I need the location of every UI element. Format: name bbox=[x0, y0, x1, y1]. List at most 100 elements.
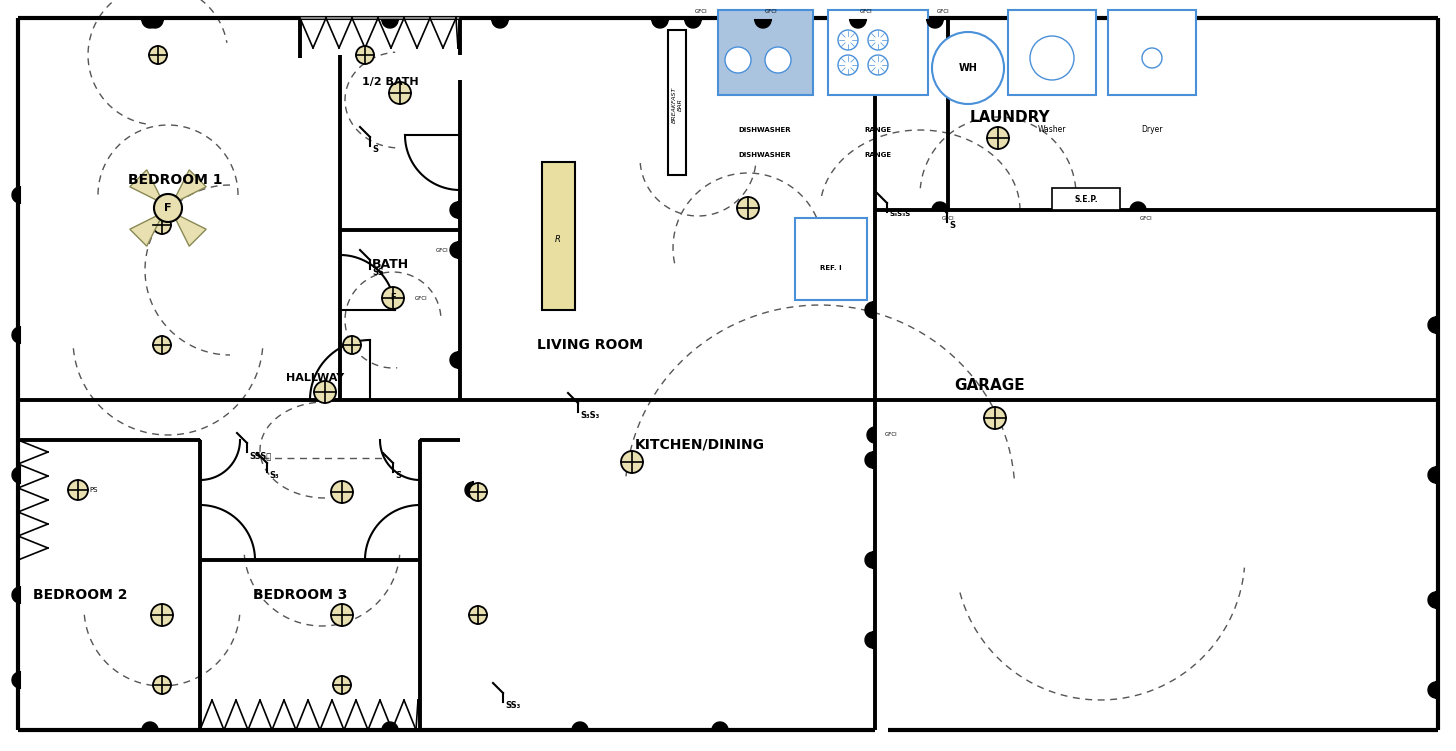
Circle shape bbox=[344, 336, 361, 354]
Circle shape bbox=[153, 336, 170, 354]
Polygon shape bbox=[712, 722, 728, 730]
Polygon shape bbox=[756, 20, 772, 28]
Text: BEDROOM 3: BEDROOM 3 bbox=[253, 588, 347, 602]
Text: HALLWAY: HALLWAY bbox=[285, 373, 344, 383]
Polygon shape bbox=[172, 170, 207, 204]
Circle shape bbox=[469, 483, 486, 501]
Circle shape bbox=[932, 32, 1005, 104]
Polygon shape bbox=[865, 452, 874, 468]
Text: GFCI: GFCI bbox=[435, 248, 448, 252]
Polygon shape bbox=[866, 427, 875, 443]
Circle shape bbox=[381, 287, 403, 309]
Text: S: S bbox=[395, 471, 400, 480]
Polygon shape bbox=[572, 722, 588, 730]
Circle shape bbox=[153, 216, 170, 234]
Polygon shape bbox=[684, 20, 700, 28]
Polygon shape bbox=[1428, 317, 1436, 333]
Text: WH: WH bbox=[958, 63, 977, 73]
Text: GFCI: GFCI bbox=[942, 216, 955, 221]
Polygon shape bbox=[147, 20, 163, 28]
Text: GFCI: GFCI bbox=[764, 9, 778, 14]
Polygon shape bbox=[492, 20, 508, 28]
Circle shape bbox=[333, 676, 351, 694]
Text: KITCHEN/DINING: KITCHEN/DINING bbox=[635, 438, 764, 452]
Text: S₃S₃: S₃S₃ bbox=[579, 411, 600, 420]
Polygon shape bbox=[865, 302, 874, 318]
Circle shape bbox=[622, 451, 644, 473]
Text: SSS₟: SSS₟ bbox=[249, 451, 271, 460]
Text: BATH: BATH bbox=[371, 258, 409, 272]
Polygon shape bbox=[450, 202, 459, 218]
Polygon shape bbox=[652, 20, 668, 28]
Text: S: S bbox=[949, 221, 955, 230]
Circle shape bbox=[839, 55, 858, 75]
Text: SS₃: SS₃ bbox=[505, 701, 520, 710]
Polygon shape bbox=[464, 482, 473, 498]
Text: BEDROOM 1: BEDROOM 1 bbox=[128, 173, 223, 187]
Polygon shape bbox=[932, 202, 948, 210]
Circle shape bbox=[151, 604, 173, 626]
Text: 1/2 BATH: 1/2 BATH bbox=[361, 77, 418, 87]
Polygon shape bbox=[850, 20, 866, 28]
Circle shape bbox=[68, 480, 87, 500]
Circle shape bbox=[1029, 36, 1075, 80]
Bar bbox=[1053, 188, 1120, 210]
Polygon shape bbox=[1130, 202, 1146, 210]
Polygon shape bbox=[865, 632, 874, 648]
Polygon shape bbox=[12, 587, 20, 603]
Bar bbox=[1008, 10, 1096, 95]
Text: S: S bbox=[371, 145, 379, 154]
Text: S₃: S₃ bbox=[269, 471, 278, 480]
Text: R: R bbox=[555, 236, 561, 245]
Text: GFCI: GFCI bbox=[860, 9, 872, 14]
Circle shape bbox=[868, 30, 888, 50]
Circle shape bbox=[987, 127, 1009, 149]
Text: F: F bbox=[165, 203, 172, 213]
Text: LAUNDRY: LAUNDRY bbox=[970, 110, 1050, 125]
Circle shape bbox=[1142, 48, 1162, 68]
Polygon shape bbox=[143, 20, 159, 28]
Polygon shape bbox=[865, 552, 874, 568]
Polygon shape bbox=[12, 327, 20, 343]
Polygon shape bbox=[381, 20, 397, 28]
Text: DISHWASHER: DISHWASHER bbox=[738, 152, 791, 158]
Circle shape bbox=[737, 197, 759, 219]
Bar bbox=[718, 10, 812, 95]
Polygon shape bbox=[130, 170, 163, 204]
Text: Dryer: Dryer bbox=[1142, 125, 1163, 134]
Bar bbox=[668, 30, 686, 175]
Circle shape bbox=[469, 606, 486, 624]
Text: PS: PS bbox=[89, 487, 98, 493]
Polygon shape bbox=[450, 242, 459, 258]
Polygon shape bbox=[381, 722, 397, 730]
Text: S₃S₃S: S₃S₃S bbox=[890, 211, 910, 217]
Circle shape bbox=[149, 46, 167, 64]
Text: SS: SS bbox=[371, 268, 383, 277]
Bar bbox=[1108, 10, 1195, 95]
Circle shape bbox=[725, 47, 751, 73]
Polygon shape bbox=[12, 187, 20, 203]
Text: DISHWASHER: DISHWASHER bbox=[738, 127, 791, 133]
Polygon shape bbox=[172, 213, 207, 246]
Text: F: F bbox=[390, 294, 396, 303]
Polygon shape bbox=[12, 467, 20, 483]
Circle shape bbox=[331, 481, 352, 503]
Text: S.E.P.: S.E.P. bbox=[1075, 195, 1098, 204]
Polygon shape bbox=[12, 672, 20, 688]
Text: RANGE: RANGE bbox=[865, 127, 891, 133]
Bar bbox=[795, 218, 866, 300]
Polygon shape bbox=[1428, 467, 1436, 483]
Text: GFCI: GFCI bbox=[1140, 216, 1153, 221]
Text: GFCI: GFCI bbox=[938, 9, 949, 14]
Polygon shape bbox=[1428, 682, 1436, 698]
Polygon shape bbox=[1428, 592, 1436, 608]
Text: GFCI: GFCI bbox=[885, 433, 898, 438]
Circle shape bbox=[357, 46, 374, 64]
Text: GFCI: GFCI bbox=[415, 295, 428, 300]
Text: REF. I: REF. I bbox=[820, 265, 842, 271]
Bar bbox=[542, 162, 575, 310]
Text: GARAGE: GARAGE bbox=[955, 378, 1025, 393]
Polygon shape bbox=[130, 213, 163, 246]
Text: GFCI: GFCI bbox=[695, 9, 708, 14]
Polygon shape bbox=[450, 352, 459, 368]
